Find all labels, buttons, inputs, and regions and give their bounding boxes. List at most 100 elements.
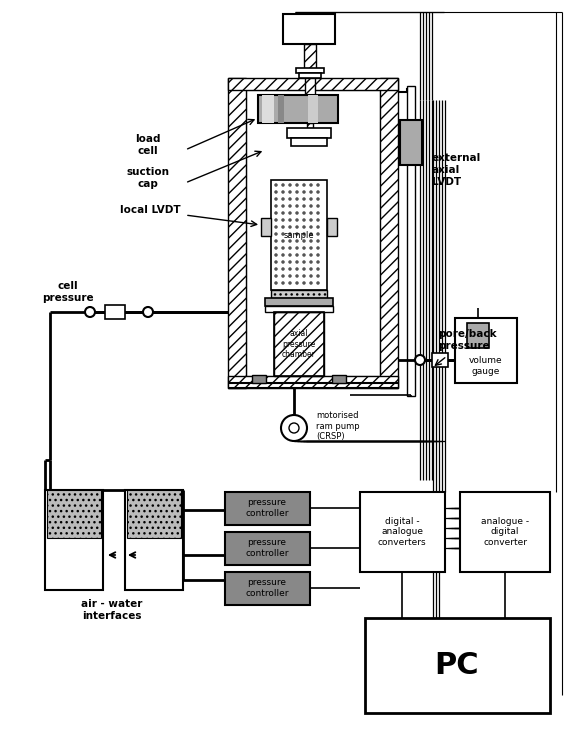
Circle shape — [275, 260, 278, 264]
Circle shape — [289, 240, 291, 242]
Circle shape — [295, 198, 298, 200]
Bar — [258, 95, 338, 123]
Circle shape — [289, 212, 291, 214]
Bar — [407, 86, 415, 396]
Circle shape — [309, 204, 313, 208]
Circle shape — [302, 218, 305, 222]
Circle shape — [309, 232, 313, 236]
Bar — [228, 78, 246, 388]
Circle shape — [275, 274, 278, 278]
Circle shape — [302, 254, 305, 256]
Circle shape — [302, 212, 305, 214]
Circle shape — [289, 282, 291, 284]
Circle shape — [309, 268, 313, 270]
Text: local LVDT: local LVDT — [120, 205, 180, 215]
Bar — [400, 120, 422, 165]
Circle shape — [302, 282, 305, 284]
Circle shape — [282, 190, 285, 194]
Circle shape — [316, 232, 320, 236]
Circle shape — [309, 190, 313, 194]
Circle shape — [275, 232, 278, 236]
Circle shape — [309, 254, 313, 256]
Circle shape — [289, 198, 291, 200]
Bar — [105, 305, 125, 319]
Bar — [274, 312, 324, 376]
Text: external
axial
LVDT: external axial LVDT — [432, 153, 482, 186]
Circle shape — [282, 218, 285, 222]
Circle shape — [282, 198, 285, 200]
Circle shape — [309, 282, 313, 284]
Text: suction
cap: suction cap — [127, 167, 169, 189]
Bar — [228, 376, 398, 388]
Text: load
cell: load cell — [135, 134, 161, 156]
Circle shape — [302, 274, 305, 278]
Bar — [307, 123, 313, 128]
Circle shape — [316, 198, 320, 200]
Circle shape — [275, 212, 278, 214]
Bar — [287, 128, 331, 138]
Circle shape — [316, 240, 320, 242]
Bar — [252, 375, 266, 383]
Bar — [360, 492, 445, 572]
Text: air - water
interfaces: air - water interfaces — [81, 599, 143, 621]
Circle shape — [309, 198, 313, 200]
Text: pressure
controller: pressure controller — [245, 538, 289, 558]
Circle shape — [295, 246, 298, 250]
Bar — [45, 490, 103, 590]
Text: digital -
analogue
converters: digital - analogue converters — [378, 517, 426, 547]
Circle shape — [316, 190, 320, 194]
Circle shape — [295, 260, 298, 264]
Circle shape — [282, 204, 285, 208]
Text: pore/back
pressure: pore/back pressure — [438, 329, 497, 351]
Circle shape — [302, 184, 305, 186]
Bar — [304, 44, 316, 69]
Circle shape — [316, 274, 320, 278]
Circle shape — [302, 232, 305, 236]
Text: volume
gauge: volume gauge — [469, 356, 503, 376]
Circle shape — [275, 184, 278, 186]
Circle shape — [143, 307, 153, 317]
Circle shape — [282, 246, 285, 250]
Circle shape — [309, 184, 313, 186]
Circle shape — [302, 246, 305, 250]
Circle shape — [289, 184, 291, 186]
Circle shape — [302, 240, 305, 242]
Circle shape — [309, 226, 313, 228]
Circle shape — [316, 246, 320, 250]
Circle shape — [289, 218, 291, 222]
Circle shape — [295, 190, 298, 194]
Text: pressure
controller: pressure controller — [245, 579, 289, 598]
Bar — [432, 353, 448, 367]
Circle shape — [289, 268, 291, 270]
Circle shape — [275, 254, 278, 256]
Circle shape — [282, 254, 285, 256]
Circle shape — [282, 212, 285, 214]
Bar — [274, 312, 324, 376]
Circle shape — [309, 218, 313, 222]
Bar — [299, 73, 321, 78]
Bar — [127, 490, 181, 538]
Bar — [261, 218, 271, 236]
Circle shape — [302, 204, 305, 208]
Bar — [246, 90, 380, 376]
Circle shape — [275, 268, 278, 270]
Circle shape — [302, 226, 305, 228]
Text: cell
pressure: cell pressure — [42, 282, 94, 303]
Bar — [228, 78, 398, 90]
Circle shape — [309, 260, 313, 264]
Circle shape — [275, 282, 278, 284]
Circle shape — [302, 268, 305, 270]
Circle shape — [275, 198, 278, 200]
Circle shape — [282, 268, 285, 270]
Circle shape — [302, 190, 305, 194]
Text: pressure
controller: pressure controller — [245, 498, 289, 517]
Circle shape — [85, 307, 95, 317]
Bar — [327, 218, 337, 236]
Bar — [262, 95, 274, 123]
Circle shape — [316, 260, 320, 264]
Circle shape — [275, 218, 278, 222]
Bar — [296, 68, 324, 73]
Circle shape — [316, 184, 320, 186]
Circle shape — [316, 282, 320, 284]
Circle shape — [275, 226, 278, 228]
